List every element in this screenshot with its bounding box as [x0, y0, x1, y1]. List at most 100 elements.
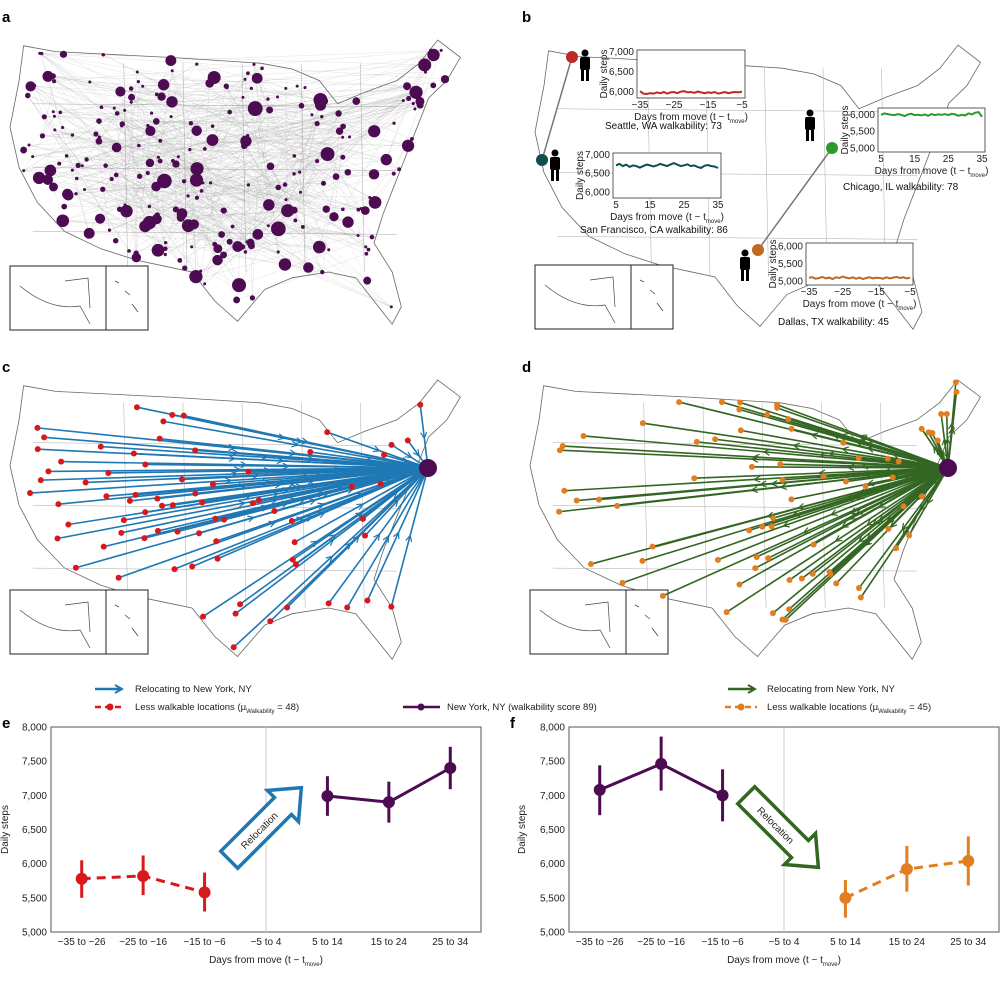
origin-city-dot — [291, 539, 298, 546]
city-dot — [123, 203, 127, 207]
city-dot — [83, 227, 95, 239]
y-axis-label: Daily steps — [599, 50, 610, 99]
migration-line — [165, 152, 326, 249]
relocation-arrow-icon: Relocation — [735, 784, 821, 870]
y-tick-label: 7,000 — [585, 150, 610, 161]
migration-line — [98, 141, 309, 268]
migration-line — [172, 108, 415, 162]
person-leg — [581, 70, 584, 81]
migration-line — [297, 86, 373, 238]
origin-city-dot — [782, 616, 789, 623]
x-tick-label: −5 to 4 — [251, 937, 282, 948]
city-dot — [403, 82, 412, 91]
origin-city-dot — [737, 399, 744, 406]
migration-line — [165, 160, 318, 255]
migration-line — [75, 193, 253, 299]
migration-line — [147, 86, 408, 126]
migration-line — [160, 140, 409, 146]
person-leg — [811, 130, 814, 141]
origin-city-dot — [359, 515, 366, 522]
migration-line — [188, 174, 375, 197]
direction-arrow-icon — [382, 534, 390, 543]
migration-line — [295, 99, 321, 221]
origin-city-dot — [639, 420, 646, 427]
migration-line — [196, 64, 323, 273]
migration-line — [196, 179, 367, 254]
migration-line — [121, 125, 198, 169]
legend-item-less-walkable-f: Less walkable locations (μWalkability = … — [725, 702, 931, 715]
city-dot — [266, 97, 270, 101]
migration-line — [60, 54, 434, 113]
city-dot — [220, 251, 228, 259]
y-tick-label: 5,500 — [850, 127, 875, 138]
migration-line — [294, 155, 366, 248]
migration-line — [214, 77, 325, 102]
migration-line — [251, 109, 270, 246]
migration-line — [181, 157, 343, 214]
migration-line — [257, 152, 326, 235]
person-body — [740, 257, 750, 270]
city-dot — [413, 107, 417, 111]
migration-line — [165, 184, 286, 255]
relocation-line — [789, 467, 949, 581]
direction-arrow-icon — [866, 518, 874, 526]
city-dot — [156, 155, 160, 159]
city-label-seattle: Seattle, WA walkability: 73 — [605, 121, 722, 132]
origin-city-dot — [736, 581, 743, 588]
city-dot — [341, 207, 345, 212]
chart-e: 5,000 5,500 6,000 6,500 7,000 7,500 8,000 −35 t… — [0, 723, 482, 968]
city-dot — [199, 189, 204, 193]
inset-plot-frame — [636, 49, 746, 99]
city-dot — [101, 52, 106, 57]
migration-line — [226, 86, 304, 228]
city-dot — [401, 139, 415, 152]
migration-line — [117, 113, 269, 206]
migration-line — [30, 86, 279, 188]
city-dot — [141, 84, 145, 88]
city-dot — [24, 92, 31, 99]
y-tick-label: 6,000 — [778, 242, 803, 253]
migration-line — [98, 141, 161, 162]
migration-line — [23, 84, 164, 171]
city-dot — [322, 205, 330, 213]
purple-marker-icon — [417, 703, 425, 711]
migration-line — [131, 97, 387, 160]
city-dot — [206, 134, 219, 146]
migration-line — [34, 85, 344, 127]
migration-line — [221, 126, 344, 235]
city-dot — [39, 51, 44, 56]
city-dot — [392, 121, 396, 125]
direction-arrow-icon — [252, 471, 261, 479]
migration-line — [118, 145, 159, 251]
x-axis-label-part: Days from move (t − t — [727, 955, 823, 966]
migration-line — [149, 99, 321, 207]
migration-line — [297, 54, 434, 87]
migration-line — [54, 129, 373, 238]
migration-line — [196, 187, 279, 198]
migration-line — [171, 101, 343, 158]
map-panel-b — [534, 44, 982, 330]
origin-city-dot — [820, 473, 827, 480]
migration-line — [204, 237, 256, 285]
migration-line — [139, 160, 174, 177]
state-border — [300, 63, 306, 273]
data-point — [900, 863, 913, 876]
migration-line — [226, 87, 304, 228]
migration-line — [84, 189, 370, 198]
y-tick-label: 6,000 — [609, 87, 634, 98]
relocation-line — [754, 467, 949, 569]
migration-line — [32, 86, 408, 157]
city-dot — [292, 154, 297, 158]
migration-line — [105, 165, 230, 242]
migration-line — [72, 134, 179, 157]
x-axis-label: Days from move (t − tmove) — [875, 166, 989, 179]
city-dot — [201, 181, 205, 185]
migration-line — [111, 178, 224, 256]
origin-city-dot — [693, 438, 700, 445]
relocation-line — [947, 382, 957, 469]
migration-line — [189, 103, 414, 150]
origin-city-dot — [786, 577, 793, 584]
y-tick-label: 7,000 — [22, 791, 47, 802]
migration-line — [50, 130, 197, 171]
legend-label: Relocating to New York, NY — [135, 684, 252, 695]
